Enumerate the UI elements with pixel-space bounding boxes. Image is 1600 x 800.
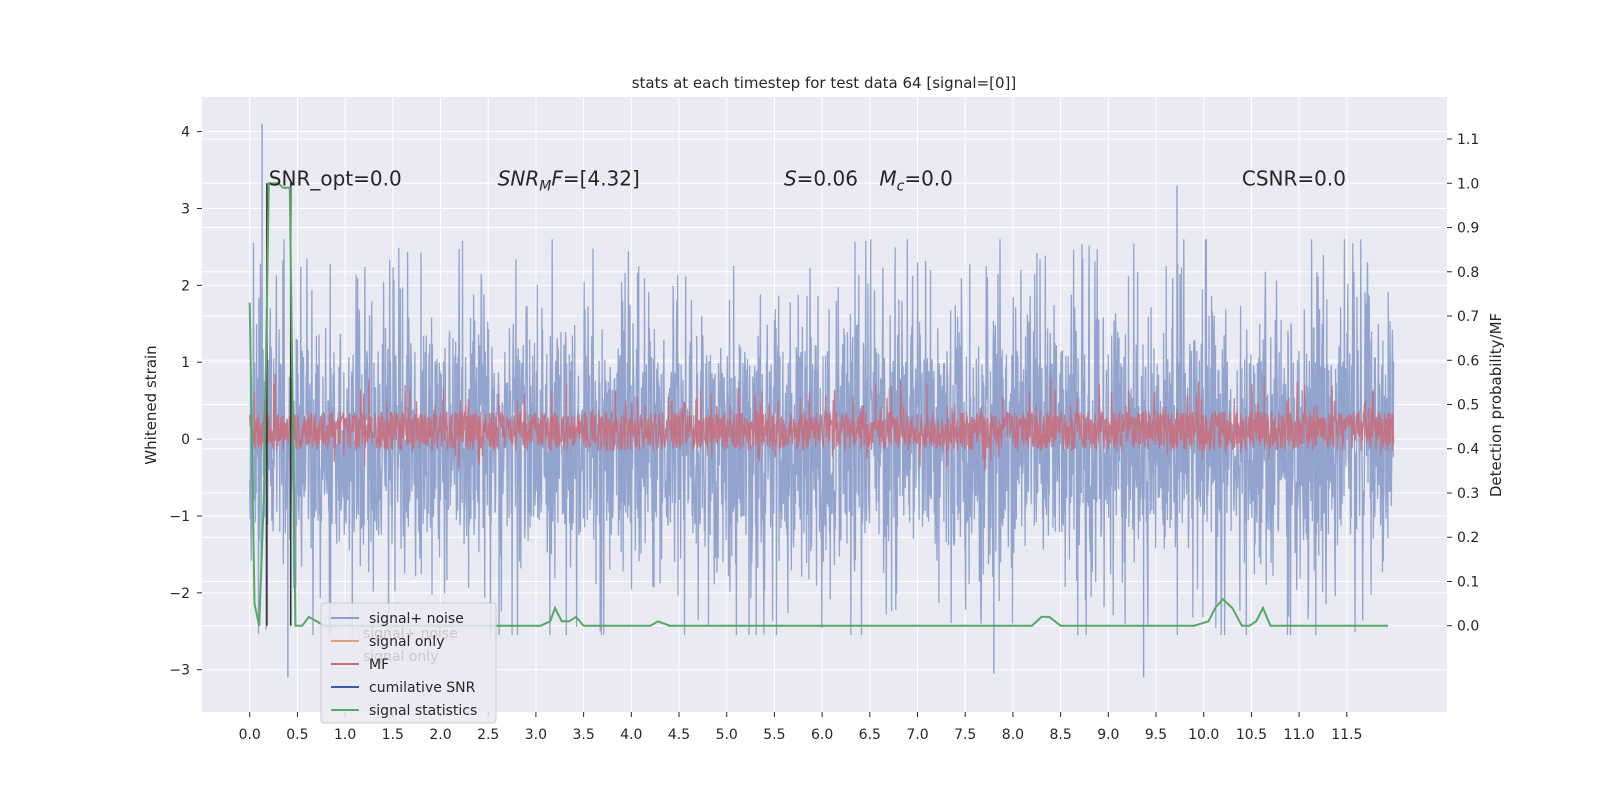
chart-title: stats at each timestep for test data 64 …	[632, 74, 1017, 92]
legend-ghost-label: signal only	[363, 649, 438, 665]
y-tick-label-right: 0.8	[1457, 265, 1479, 281]
y-tick-label-right: 0.6	[1457, 353, 1479, 369]
series-signal-statistics	[248, 182, 1388, 627]
x-tick-label: 5.0	[716, 727, 738, 743]
y-tick-label: −1	[169, 509, 190, 525]
y-tick-label-right: 0.4	[1457, 442, 1479, 458]
annotation-snr-mf: SNRMF=[4.32]	[498, 166, 640, 194]
legend-ghost-label: signal+ noise	[363, 626, 458, 642]
x-tick-label: 9.0	[1097, 727, 1119, 743]
legend-label: MF	[369, 657, 389, 673]
y-tick-label-right: 0.3	[1457, 486, 1479, 502]
x-tick-label: 1.0	[334, 727, 356, 743]
x-tick-label: 4.5	[668, 727, 690, 743]
series-mf	[249, 373, 1395, 472]
x-tick-label: 0.0	[239, 727, 261, 743]
x-tick-label: 6.0	[811, 727, 833, 743]
y-tick-label: 2	[181, 278, 190, 294]
series-signal-noise	[249, 239, 1395, 636]
y-tick-label-right: 1.0	[1457, 176, 1479, 192]
y-axis-label-right: Detection probability/MF	[1487, 313, 1505, 497]
x-tick-label: 1.5	[382, 727, 404, 743]
legend-label: signal statistics	[369, 703, 477, 719]
annotation-mc: Mc=0.0	[879, 166, 953, 194]
x-tick-label: 11.5	[1331, 727, 1362, 743]
x-tick-label: 7.5	[954, 727, 976, 743]
y-tick-label-right: 1.1	[1457, 132, 1479, 148]
y-axis-right: 0.0 0.1 0.2 0.3 0.4 0.5 0.6 0.7 0.8 0.9 1.0 1.1	[1447, 132, 1479, 635]
x-axis: 0.0 0.5 1.0 1.5 2.0 2.5 3.0 3.5 4.0 4.5 5.0 5.5 6.0 6…	[239, 712, 1362, 743]
annotation-s: S=0.06	[784, 166, 858, 190]
y-tick-label-right: 0.2	[1457, 530, 1479, 546]
y-axis-label-left: Whitened strain	[142, 345, 160, 464]
x-tick-label: 10.5	[1236, 727, 1267, 743]
x-tick-label: 3.5	[572, 727, 594, 743]
y-axis-left: −3 −2 −1 0 1 2 3 4	[169, 125, 202, 679]
x-tick-label: 2.5	[477, 727, 499, 743]
y-tick-label: 0	[181, 432, 190, 448]
x-tick-label: 11.0	[1284, 727, 1315, 743]
x-tick-label: 10.0	[1188, 727, 1219, 743]
y-tick-label-right: 0.7	[1457, 309, 1479, 325]
x-tick-label: 0.5	[286, 727, 308, 743]
legend-box	[320, 602, 497, 724]
x-tick-label: 7.0	[906, 727, 928, 743]
x-tick-label: 9.5	[1145, 727, 1167, 743]
x-tick-label: 6.5	[859, 727, 881, 743]
legend-label: signal only	[369, 634, 444, 650]
y-tick-label: −2	[169, 586, 190, 602]
y-tick-label: −3	[169, 663, 190, 679]
y-tick-label-right: 0.1	[1457, 574, 1479, 590]
x-tick-label: 2.0	[429, 727, 451, 743]
y-tick-label-right: 0.0	[1457, 619, 1479, 635]
x-tick-label: 3.0	[525, 727, 547, 743]
x-tick-label: 5.5	[763, 727, 785, 743]
legend-label: cumilative SNR	[369, 680, 476, 696]
annotation-snr-opt: SNR_opt=0.0	[269, 166, 402, 190]
annotation-csnr: CSNR=0.0	[1242, 166, 1346, 190]
x-tick-label: 8.0	[1002, 727, 1024, 743]
y-tick-label: 4	[181, 125, 190, 141]
y-tick-label: 3	[181, 201, 190, 217]
x-tick-label: 4.0	[620, 727, 642, 743]
y-tick-label: 1	[181, 355, 190, 371]
annotations: SNR_opt=0.0 SNRMF=[4.32] S=0.06 Mc=0.0 CSNR=…	[269, 166, 1346, 194]
traces	[248, 123, 1395, 678]
y-tick-label-right: 0.9	[1457, 221, 1479, 237]
y-tick-label-right: 0.5	[1457, 398, 1479, 414]
x-tick-label: 8.5	[1049, 727, 1071, 743]
legend-label: signal+ noise	[369, 611, 464, 627]
